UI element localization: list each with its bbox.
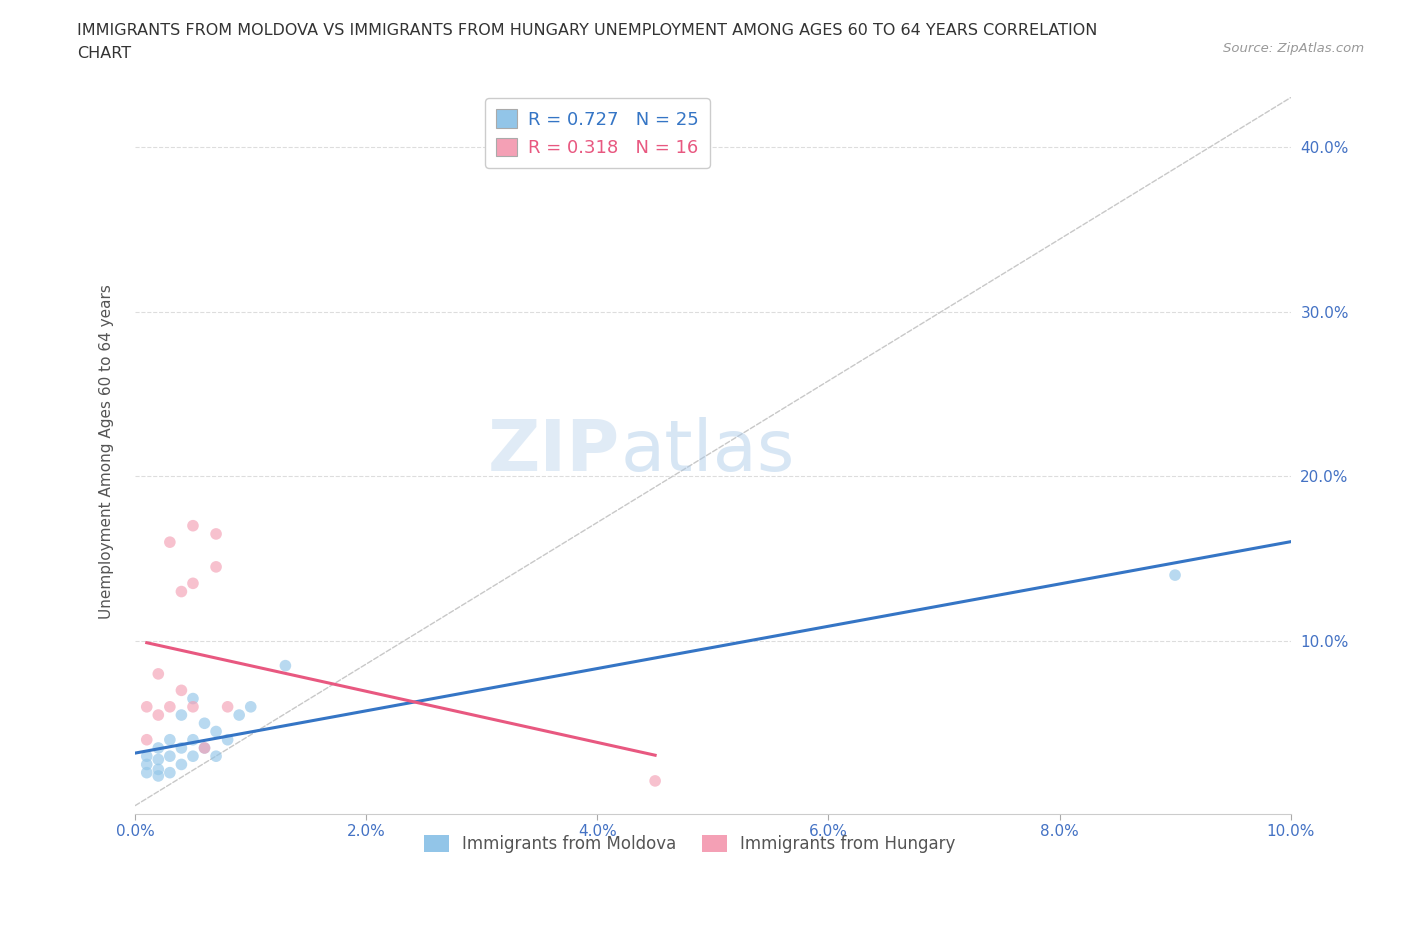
Point bbox=[170, 683, 193, 698]
Y-axis label: Unemployment Among Ages 60 to 64 years: Unemployment Among Ages 60 to 64 years bbox=[100, 285, 114, 619]
Point bbox=[148, 762, 170, 777]
Point bbox=[170, 708, 193, 723]
Point bbox=[181, 699, 204, 714]
Point bbox=[148, 768, 170, 783]
Point bbox=[193, 740, 215, 755]
Point bbox=[148, 667, 170, 682]
Point bbox=[135, 757, 157, 772]
Point bbox=[217, 699, 239, 714]
Point bbox=[205, 724, 228, 739]
Point bbox=[135, 732, 157, 747]
Point bbox=[181, 749, 204, 764]
Point bbox=[1164, 567, 1187, 582]
Point bbox=[148, 740, 170, 755]
Point bbox=[193, 716, 215, 731]
Text: ZIP: ZIP bbox=[488, 418, 620, 486]
Point bbox=[148, 708, 170, 723]
Point bbox=[170, 757, 193, 772]
Point bbox=[170, 584, 193, 599]
Text: IMMIGRANTS FROM MOLDOVA VS IMMIGRANTS FROM HUNGARY UNEMPLOYMENT AMONG AGES 60 TO: IMMIGRANTS FROM MOLDOVA VS IMMIGRANTS FR… bbox=[77, 23, 1098, 38]
Legend: Immigrants from Moldova, Immigrants from Hungary: Immigrants from Moldova, Immigrants from… bbox=[418, 829, 962, 860]
Text: atlas: atlas bbox=[620, 418, 794, 486]
Point bbox=[159, 535, 181, 550]
Point bbox=[239, 699, 262, 714]
Point bbox=[217, 732, 239, 747]
Point bbox=[159, 699, 181, 714]
Point bbox=[159, 732, 181, 747]
Point bbox=[274, 658, 297, 673]
Point bbox=[181, 691, 204, 706]
Text: Source: ZipAtlas.com: Source: ZipAtlas.com bbox=[1223, 42, 1364, 55]
Point bbox=[159, 749, 181, 764]
Point bbox=[135, 749, 157, 764]
Point bbox=[205, 560, 228, 575]
Point bbox=[644, 774, 666, 789]
Point bbox=[135, 765, 157, 780]
Point bbox=[181, 576, 204, 591]
Point bbox=[205, 526, 228, 541]
Point bbox=[193, 740, 215, 755]
Point bbox=[181, 732, 204, 747]
Point bbox=[170, 740, 193, 755]
Point bbox=[135, 699, 157, 714]
Point bbox=[159, 765, 181, 780]
Point bbox=[181, 518, 204, 533]
Point bbox=[148, 752, 170, 767]
Point bbox=[205, 749, 228, 764]
Text: CHART: CHART bbox=[77, 46, 131, 61]
Point bbox=[228, 708, 250, 723]
